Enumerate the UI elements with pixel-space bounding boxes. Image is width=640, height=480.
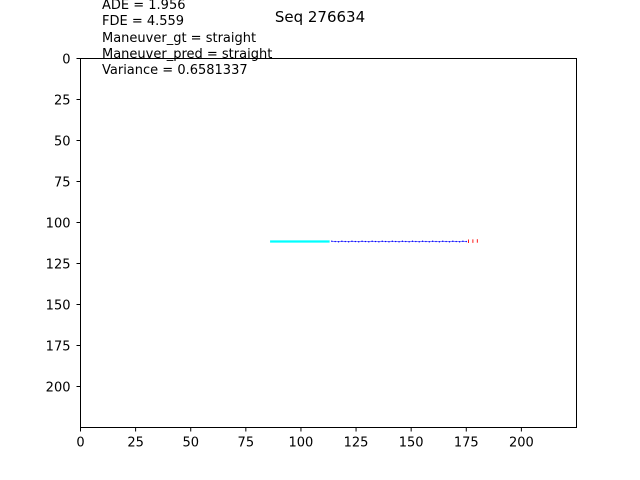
ground-truth-point — [361, 240, 363, 242]
ground-truth-point — [458, 241, 461, 243]
ground-truth-point — [452, 240, 454, 242]
x-tick-label: 200 — [509, 436, 534, 451]
annotation-fde: FDE = 4.559 — [102, 14, 184, 29]
ground-truth-point — [384, 240, 387, 243]
ground-truth-point — [401, 240, 404, 242]
ground-truth-point — [354, 240, 357, 243]
plot-frame — [80, 58, 577, 428]
x-tick-label: 175 — [454, 436, 479, 451]
ground-truth-point — [428, 241, 430, 243]
x-tick-label: 100 — [289, 436, 314, 451]
y-tick-label: 50 — [54, 135, 71, 150]
ground-truth-point — [425, 240, 427, 243]
x-axis: 0 25 50 75 100 125 150 175 200 — [76, 427, 534, 451]
ground-truth-point — [455, 240, 457, 243]
x-tick-label: 125 — [344, 436, 369, 451]
ground-truth-point — [358, 241, 360, 243]
ground-truth-point — [431, 240, 434, 242]
ground-truth-point — [438, 241, 441, 243]
y-tick-label: 150 — [46, 299, 71, 314]
plot-marks — [270, 239, 478, 244]
y-tick-label: 125 — [46, 258, 71, 273]
x-tick-label: 150 — [399, 436, 424, 451]
ground-truth-point — [418, 241, 420, 243]
annotation-ade: ADE = 1.956 — [102, 0, 186, 13]
ground-truth-point — [344, 240, 346, 243]
y-tick-label: 100 — [46, 217, 71, 232]
ground-truth-point — [442, 240, 444, 242]
ground-truth-point — [381, 240, 383, 242]
ground-truth-point — [374, 240, 377, 243]
ground-truth-point — [368, 241, 370, 243]
ground-truth-point — [421, 240, 424, 242]
y-tick-label: 200 — [46, 381, 71, 396]
y-tick-label: 25 — [54, 94, 71, 109]
y-tick-label: 175 — [46, 340, 71, 355]
ground-truth-point — [347, 241, 350, 243]
ground-truth-point — [408, 241, 410, 243]
ground-truth-point — [391, 240, 394, 242]
x-tick-label: 75 — [238, 436, 255, 451]
ground-truth-point — [405, 240, 407, 243]
ground-truth-point — [411, 240, 414, 242]
ground-truth-point — [334, 240, 336, 243]
x-tick-label: 25 — [127, 436, 144, 451]
ground-truth-point — [394, 240, 397, 243]
ground-truth-point — [465, 240, 467, 243]
y-tick-label: 0 — [62, 53, 70, 68]
ground-truth-point — [398, 241, 400, 243]
annotation-maneuver-pred: Maneuver_pred = straight — [102, 47, 272, 62]
ground-truth-point — [371, 240, 373, 242]
ground-truth-point — [445, 240, 447, 243]
chart-title: Seq 276634 — [275, 8, 365, 26]
ground-truth-point — [351, 240, 353, 242]
ground-truth-point — [448, 241, 451, 243]
x-tick-label: 0 — [76, 436, 84, 451]
ground-truth-point — [462, 240, 464, 242]
ground-truth-point — [378, 241, 380, 243]
annotation-variance: Variance = 0.6581337 — [102, 63, 248, 78]
ground-truth-point — [435, 240, 437, 243]
ground-truth-point — [388, 241, 390, 243]
annotation-maneuver-gt: Maneuver_gt = straight — [102, 31, 256, 46]
ground-truth-point — [364, 240, 367, 243]
y-axis: 0 25 50 75 100 125 150 175 200 — [46, 53, 81, 396]
y-tick-label: 75 — [54, 176, 71, 191]
x-tick-label: 50 — [182, 436, 199, 451]
ground-truth-point — [337, 241, 340, 243]
ground-truth-point — [331, 240, 333, 242]
ground-truth-point — [341, 240, 343, 242]
ground-truth-point — [415, 240, 417, 243]
